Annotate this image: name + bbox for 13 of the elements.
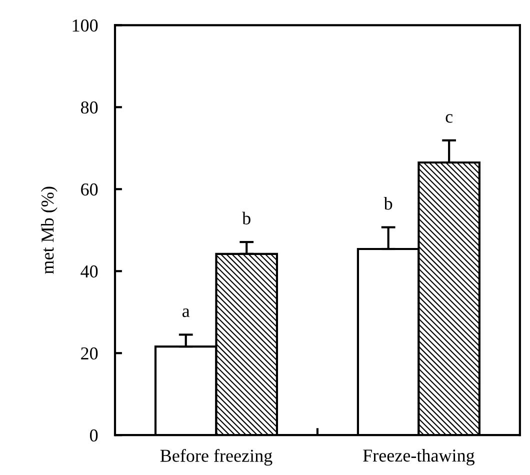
y-tick-label: 60	[81, 183, 98, 196]
y-tick-label: 20	[81, 347, 98, 360]
data-label: a	[182, 308, 190, 318]
y-tick-label: 80	[80, 101, 98, 114]
data-label: b	[242, 212, 250, 224]
y-tick-label: 40	[80, 265, 98, 278]
y-tick-label: 100	[72, 19, 98, 32]
x-tick-label: Before freezing	[160, 448, 272, 466]
y-tick-label: 0	[90, 429, 98, 442]
x-tick-label: Freeze-thawing	[363, 448, 474, 466]
data-label: b	[384, 197, 392, 210]
y-axis-title: met Mb (%)	[40, 186, 58, 274]
data-label: c	[446, 114, 453, 123]
